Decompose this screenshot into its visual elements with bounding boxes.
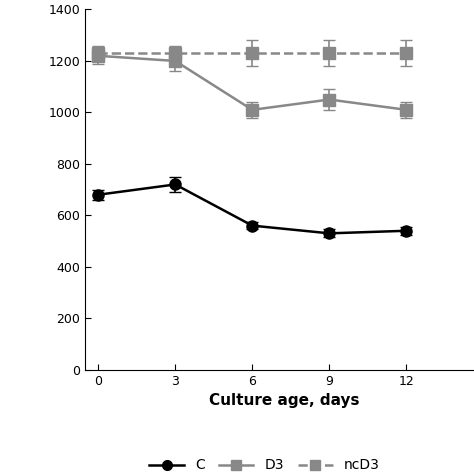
- X-axis label: Culture age, days: Culture age, days: [209, 393, 360, 408]
- Legend: C, D3, ncD3: C, D3, ncD3: [144, 453, 385, 474]
